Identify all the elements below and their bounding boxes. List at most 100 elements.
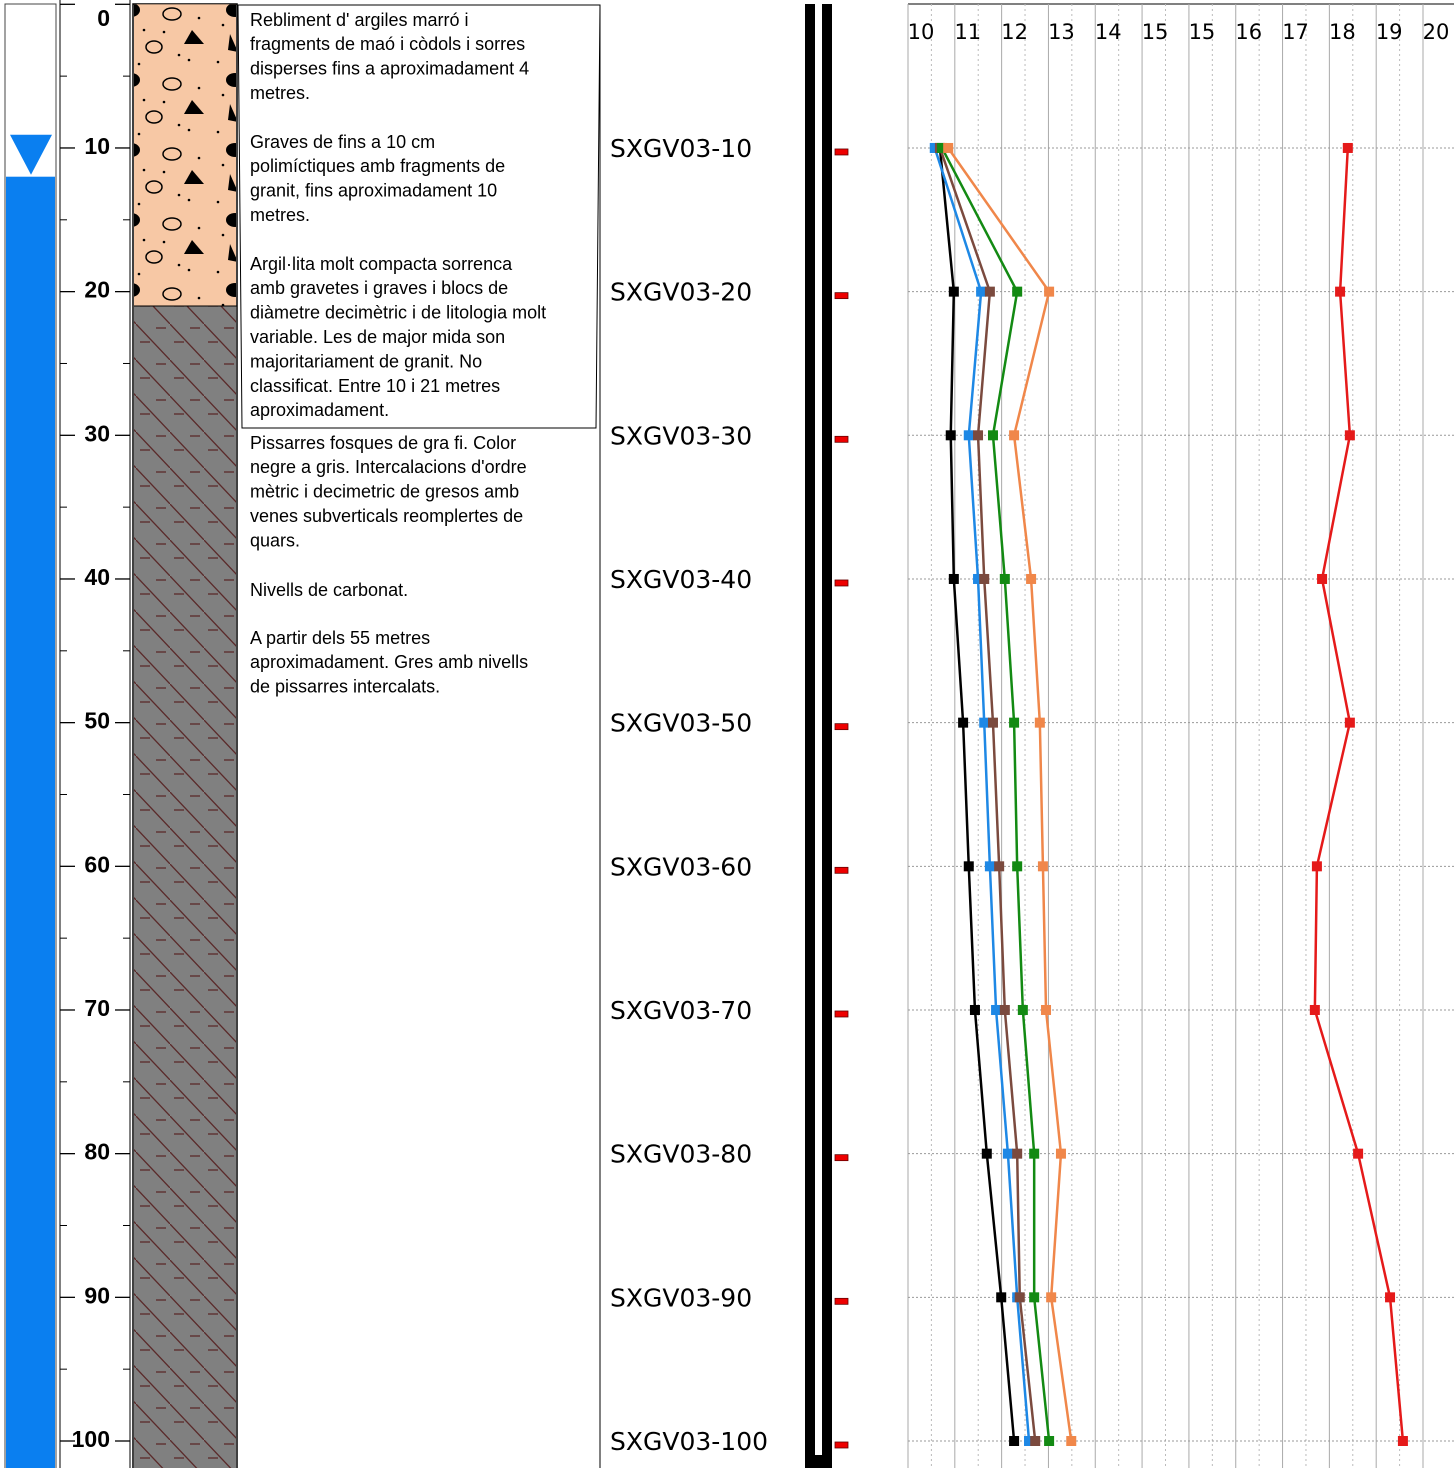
sample-label: SXGV03-20 — [610, 278, 752, 307]
description-line: aproximadament. Gres amb nivells — [250, 652, 528, 672]
depth-label: 80 — [84, 1139, 110, 1165]
series-point — [963, 861, 974, 872]
depth-label: 0 — [97, 5, 110, 31]
series-line — [933, 147, 1031, 1442]
x-tick-label: 13 — [1048, 20, 1075, 44]
series-line — [938, 147, 1016, 1442]
series-point — [1046, 1292, 1057, 1303]
series-point — [1066, 1436, 1077, 1446]
description-line: Argil·lita molt compacta sorrenca — [250, 254, 513, 274]
series-point — [1044, 286, 1055, 297]
series-point — [979, 573, 990, 584]
series-point — [1041, 1004, 1052, 1015]
description-line: A partir dels 55 metres — [250, 628, 430, 648]
series-point — [1311, 861, 1322, 872]
series-point — [981, 1148, 992, 1159]
series-line — [940, 147, 1051, 1442]
sample-label: SXGV03-90 — [610, 1283, 752, 1312]
sample-label: SXGV03-50 — [610, 709, 752, 738]
description-box — [237, 4, 601, 429]
series-point — [1044, 1436, 1055, 1446]
description-line: majoritariament de granit. No — [250, 351, 482, 371]
series-point — [1026, 573, 1037, 584]
sample-marker — [834, 579, 849, 587]
series-point — [969, 1004, 980, 1015]
description-line: aproximadament. — [250, 400, 389, 420]
series-point — [1017, 1004, 1028, 1015]
description-line: Rebliment d' argiles marró i — [250, 10, 469, 30]
water-level-marker — [10, 134, 52, 175]
series-point — [984, 861, 995, 872]
series-point — [973, 430, 984, 441]
description-line: de pissarres intercalats. — [250, 677, 440, 697]
sample-marker — [834, 1010, 849, 1018]
series-point — [994, 861, 1005, 872]
depth-label: 100 — [72, 1426, 110, 1452]
description-line: diàmetre decimètric i de litologia molt — [250, 303, 546, 323]
casing — [805, 1455, 832, 1468]
sample-label: SXGV03-60 — [610, 852, 752, 881]
depth-label: 60 — [84, 851, 110, 877]
series-point — [1397, 1436, 1408, 1446]
sample-marker — [834, 1154, 849, 1162]
series-point — [1012, 1148, 1023, 1159]
description-line: metres. — [250, 205, 310, 225]
series-point — [945, 430, 956, 441]
series-point — [1344, 430, 1355, 441]
x-tick-label: 18 — [1329, 20, 1356, 44]
series-point — [948, 573, 959, 584]
series-point — [1055, 1148, 1066, 1159]
series-point — [958, 717, 969, 728]
sample-marker — [834, 435, 849, 443]
series-point — [1009, 717, 1020, 728]
series-point — [1030, 1436, 1041, 1446]
series-point — [999, 1004, 1010, 1015]
sample-marker — [834, 866, 849, 874]
depth-label: 90 — [84, 1282, 110, 1308]
sample-marker — [834, 1297, 849, 1305]
description-line: polimíctiques amb fragments de — [250, 156, 505, 176]
water-fill — [6, 176, 55, 1468]
x-tick-label: 17 — [1282, 20, 1309, 44]
x-tick-label: 16 — [1235, 20, 1262, 44]
series-point — [987, 430, 998, 441]
depth-label: 10 — [84, 133, 110, 159]
x-tick-label: 14 — [1095, 20, 1122, 44]
sample-label: SXGV03-80 — [610, 1140, 752, 1169]
series-point — [943, 142, 954, 153]
description-line: mètric i decimetric de gresos amb — [250, 482, 519, 502]
series-point — [984, 286, 995, 297]
description-line: negre a gris. Intercalacions d'ordre — [250, 457, 527, 477]
sample-label: SXGV03-40 — [610, 565, 752, 594]
series-point — [1024, 1436, 1035, 1446]
sample-label: SXGV03-70 — [610, 996, 752, 1025]
description-line: granit, fins aproximadament 10 — [250, 181, 497, 201]
x-tick-label: 19 — [1376, 20, 1403, 44]
series-point — [973, 573, 984, 584]
series-point — [991, 1004, 1002, 1015]
series-line — [938, 147, 1037, 1442]
series-point — [996, 1292, 1007, 1303]
series-point — [936, 142, 947, 153]
series-point — [1344, 717, 1355, 728]
series-point — [1014, 1292, 1025, 1303]
series-point — [987, 717, 998, 728]
sample-label: SXGV03-100 — [610, 1427, 768, 1456]
series-point — [1034, 717, 1045, 728]
x-tick-label: 11 — [954, 20, 981, 44]
description-line: Pissarres fosques de gra fi. Color — [250, 433, 516, 453]
description-line: metres. — [250, 83, 310, 103]
x-tick-label: 10 — [908, 20, 935, 44]
series-point — [1012, 286, 1023, 297]
series-point — [1029, 1148, 1040, 1159]
series-point — [929, 142, 940, 153]
series-point — [1009, 1436, 1020, 1446]
sample-marker — [834, 292, 849, 300]
x-tick-label: 20 — [1423, 20, 1450, 44]
depth-label: 40 — [84, 564, 110, 590]
casing — [822, 4, 832, 1468]
series-point — [976, 286, 987, 297]
series-point — [963, 430, 974, 441]
sample-marker — [834, 1441, 849, 1449]
